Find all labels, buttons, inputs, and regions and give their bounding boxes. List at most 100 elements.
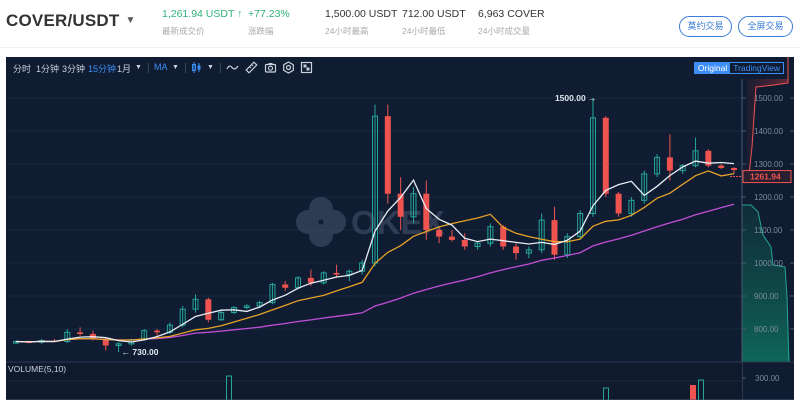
interval-3m[interactable]: 3分钟 bbox=[62, 64, 86, 74]
candle bbox=[461, 233, 468, 250]
candle bbox=[436, 226, 443, 244]
candlesticks bbox=[13, 98, 737, 353]
interval-15m[interactable]: 15分钟 bbox=[88, 64, 117, 74]
pair-name: COVER/USDT bbox=[6, 11, 120, 30]
camera-icon[interactable] bbox=[264, 61, 277, 74]
candle bbox=[423, 180, 430, 240]
candle bbox=[500, 225, 507, 250]
candle bbox=[551, 206, 558, 260]
candle bbox=[320, 271, 327, 285]
stat-low: 712.00 USDT 24小时最低 bbox=[402, 8, 466, 37]
candle bbox=[384, 104, 391, 204]
change-label: 涨跌幅 bbox=[248, 26, 274, 36]
candle bbox=[731, 167, 737, 174]
candle bbox=[410, 187, 417, 224]
candle bbox=[64, 329, 71, 343]
fullscreen-trade-button[interactable]: 全屏交易 bbox=[738, 16, 793, 37]
price-tick-label: 1200.00 bbox=[754, 193, 783, 202]
chart-container: 分时 1分钟 3分钟 15分钟 1月 ▼ MA ▼ ▼ bbox=[6, 57, 794, 400]
candle bbox=[628, 197, 635, 217]
low-label: 24小时最低 bbox=[402, 26, 446, 36]
price-axis: 1500.00 1400.00 1300.00 1200.00 1100.00 1000.… bbox=[741, 79, 794, 400]
price-tick-label: 1000.00 bbox=[754, 259, 783, 268]
price-chart[interactable]: OKEX1500.001400.001300.001200.001100.001… bbox=[6, 57, 794, 400]
high-label: 24小时最高 bbox=[325, 26, 369, 36]
price-tick-label: 1500.00 bbox=[754, 94, 783, 103]
mode-tradingview-tab[interactable]: TradingView bbox=[733, 63, 780, 73]
candle-type-icon[interactable] bbox=[190, 61, 203, 74]
candle bbox=[577, 210, 584, 239]
price-tick-label: 1100.00 bbox=[754, 226, 783, 235]
high-value: 1,500.00 USDT bbox=[325, 8, 398, 20]
candle bbox=[77, 327, 84, 336]
candle bbox=[666, 134, 673, 181]
interval-timeline[interactable]: 分时 bbox=[13, 64, 32, 74]
change-value: +77.23% bbox=[248, 8, 290, 20]
stat-volume: 6,963 COVER 24小时成交量 bbox=[478, 8, 545, 37]
volume-tick-label: 300.00 bbox=[755, 374, 780, 383]
candle bbox=[372, 104, 378, 267]
chart-toolbar: 分时 1分钟 3分钟 15分钟 1月 ▼ MA ▼ ▼ bbox=[6, 57, 794, 79]
pair-selector[interactable]: COVER/USDT ▼ bbox=[6, 11, 136, 31]
candle bbox=[218, 309, 225, 321]
current-price-tag: 1261.94 bbox=[742, 170, 792, 184]
last-price-label: 最新成交价 bbox=[162, 26, 205, 36]
divider bbox=[0, 47, 800, 48]
price-tick-label: 1400.00 bbox=[754, 127, 783, 136]
price-tick-label: 800.00 bbox=[754, 325, 779, 334]
price-tick-label: 1300.00 bbox=[754, 160, 783, 169]
candle bbox=[154, 329, 161, 336]
interval-dropdown-icon[interactable]: ▼ bbox=[135, 64, 142, 71]
indicator-ma[interactable]: MA bbox=[154, 62, 168, 72]
mode-original-tab[interactable]: Original bbox=[694, 63, 731, 73]
candle bbox=[487, 223, 494, 247]
volume-label: 24小时成交量 bbox=[478, 26, 530, 36]
stat-change: +77.23% 涨跌幅 bbox=[248, 8, 290, 37]
okex-watermark: OKEX bbox=[296, 197, 445, 247]
chevron-down-icon: ▼ bbox=[125, 15, 136, 26]
high-marker-label: 1500.00 → bbox=[555, 93, 597, 103]
candle bbox=[448, 230, 455, 242]
candle bbox=[474, 241, 481, 250]
toolbar-divider bbox=[220, 63, 221, 73]
candle bbox=[705, 149, 712, 168]
arrow-up-icon: ↑ bbox=[237, 8, 243, 20]
candle bbox=[115, 342, 122, 353]
candle bbox=[654, 154, 661, 178]
svg-text:1261.94: 1261.94 bbox=[750, 172, 781, 182]
toolbar-divider bbox=[185, 63, 186, 73]
candle bbox=[513, 243, 520, 260]
chart-mode-switch: Original TradingView bbox=[693, 62, 784, 74]
stat-last-price: 1,261.94 USDT ↑ 最新成交价 bbox=[162, 8, 242, 37]
indicator-dropdown-icon[interactable]: ▼ bbox=[172, 64, 179, 71]
candle bbox=[205, 297, 212, 323]
volume-pane: VOLUME(5,10) 300.00 bbox=[6, 361, 794, 400]
contract-trade-button[interactable]: 莫约交易 bbox=[679, 16, 732, 37]
candle bbox=[359, 259, 366, 275]
line-draw-icon[interactable] bbox=[226, 61, 239, 74]
ma-orange-line bbox=[15, 170, 735, 343]
price-tick-label: 900.00 bbox=[754, 292, 779, 301]
candle bbox=[243, 304, 250, 310]
settings-icon[interactable] bbox=[282, 61, 295, 74]
candle bbox=[333, 264, 340, 278]
interval-1m[interactable]: 1分钟 bbox=[36, 64, 60, 74]
interval-1month[interactable]: 1月 bbox=[117, 64, 132, 74]
candle bbox=[538, 213, 545, 254]
fullscreen-icon[interactable] bbox=[300, 61, 313, 74]
last-price-value: 1,261.94 USDT bbox=[162, 8, 235, 20]
candle-type-dropdown-icon[interactable]: ▼ bbox=[207, 64, 214, 71]
candle bbox=[397, 177, 404, 230]
candle bbox=[602, 116, 609, 197]
candle bbox=[718, 164, 725, 169]
ma-white-line bbox=[15, 160, 735, 343]
candle bbox=[564, 233, 571, 259]
ruler-icon[interactable] bbox=[245, 61, 258, 74]
volume-value: 6,963 COVER bbox=[478, 8, 545, 20]
toolbar-divider bbox=[148, 63, 149, 73]
market-header: COVER/USDT ▼ 1,261.94 USDT ↑ 最新成交价 +77.23… bbox=[0, 0, 800, 50]
candle bbox=[282, 281, 289, 292]
candle bbox=[615, 192, 622, 217]
low-value: 712.00 USDT bbox=[402, 8, 466, 20]
candle bbox=[692, 137, 699, 168]
